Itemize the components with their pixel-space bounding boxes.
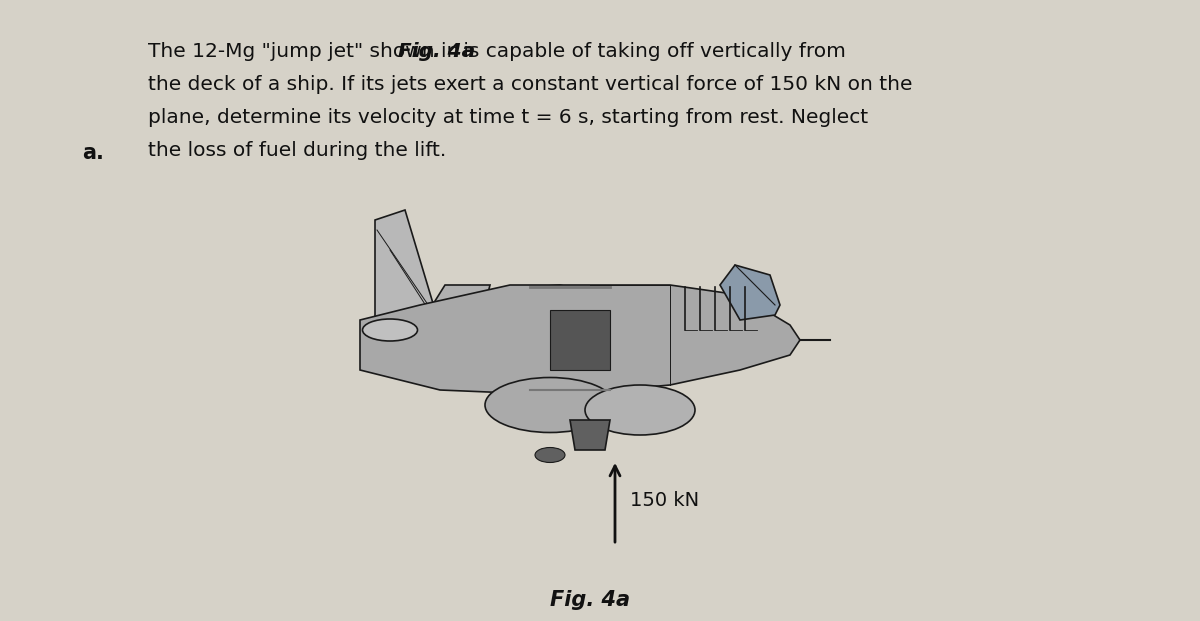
Text: Fig. 4a: Fig. 4a (550, 590, 630, 610)
Polygon shape (420, 285, 490, 325)
Text: the deck of a ship. If its jets exert a constant vertical force of 150 kN on the: the deck of a ship. If its jets exert a … (148, 75, 912, 94)
Polygon shape (460, 290, 620, 410)
Ellipse shape (586, 385, 695, 435)
Polygon shape (570, 420, 610, 450)
Text: 150 kN: 150 kN (630, 491, 700, 509)
Ellipse shape (362, 319, 418, 341)
Text: Fig. 4a: Fig. 4a (398, 42, 475, 61)
Polygon shape (360, 285, 800, 395)
Text: a.: a. (82, 143, 104, 163)
Text: The 12-Mg "jump jet" shown in: The 12-Mg "jump jet" shown in (148, 42, 466, 61)
Text: plane, determine its velocity at time t = 6 s, starting from rest. Neglect: plane, determine its velocity at time t … (148, 108, 868, 127)
Text: the loss of fuel during the lift.: the loss of fuel during the lift. (148, 141, 446, 160)
Ellipse shape (485, 378, 616, 432)
Polygon shape (720, 265, 780, 320)
Polygon shape (374, 210, 436, 320)
Ellipse shape (535, 448, 565, 463)
Polygon shape (550, 310, 610, 370)
Polygon shape (460, 285, 620, 380)
Text: is capable of taking off vertically from: is capable of taking off vertically from (457, 42, 846, 61)
